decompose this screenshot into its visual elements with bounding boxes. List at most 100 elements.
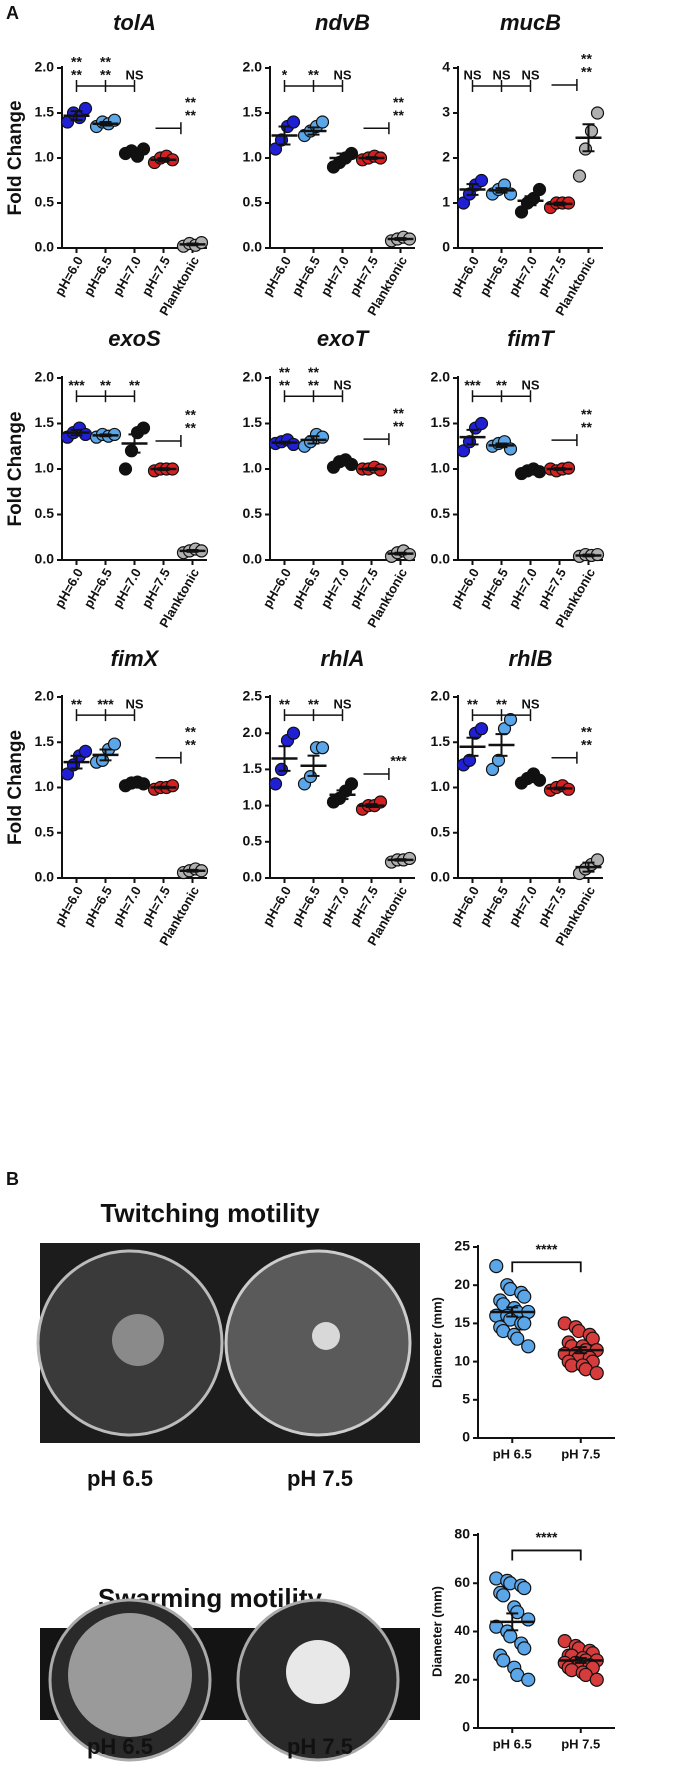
data-point — [489, 1258, 504, 1274]
chart-title: rhlB — [509, 646, 553, 671]
error-bar — [574, 1657, 587, 1664]
data-point — [503, 713, 518, 727]
data-point — [344, 777, 359, 791]
data-point — [532, 773, 547, 787]
error-bar — [466, 183, 479, 196]
data-point — [510, 1331, 525, 1346]
data-point — [589, 1672, 604, 1687]
error-bar — [157, 467, 170, 471]
error-bar — [553, 467, 566, 471]
error-bar — [553, 201, 566, 207]
significance-label: *** — [68, 377, 85, 393]
data-point — [496, 1653, 511, 1668]
significance-label: ** — [581, 64, 592, 80]
y-tick-label: 0.0 — [243, 239, 263, 255]
significance-label: ** — [581, 419, 592, 435]
significance-label: ** — [100, 54, 111, 70]
significance-label: NS — [521, 378, 539, 393]
significance-label: ** — [308, 377, 319, 393]
significance-label: ** — [185, 736, 196, 752]
data-point — [268, 142, 283, 156]
significance-label: ** — [467, 696, 478, 712]
significance-label: *** — [390, 753, 407, 769]
significance-label: ** — [496, 696, 507, 712]
data-point — [514, 205, 529, 219]
colony — [286, 1640, 350, 1704]
x-tick-label: pH 6.5 — [493, 1736, 532, 1751]
data-point — [462, 753, 477, 767]
significance-label: ** — [581, 406, 592, 422]
data-point — [517, 1580, 532, 1596]
data-point — [590, 853, 605, 867]
error-bar — [128, 433, 141, 454]
y-tick-label: 1 — [442, 194, 450, 210]
significance-label: ** — [393, 418, 404, 434]
significance-label: ** — [581, 723, 592, 739]
data-point — [60, 767, 75, 781]
data-point — [274, 762, 289, 777]
photo-label: pH 6.5 — [87, 1466, 153, 1491]
y-tick-label: 0.0 — [35, 239, 55, 255]
significance-label: ** — [393, 94, 404, 110]
error-bar — [466, 428, 479, 446]
x-tick-label: pH 7.5 — [561, 1446, 600, 1461]
significance-label: ** — [71, 696, 82, 712]
chart-title: fimX — [111, 646, 160, 671]
y-tick-label: 80 — [454, 1526, 470, 1542]
error-bar — [574, 1346, 587, 1355]
data-point — [136, 421, 151, 435]
error-bar — [394, 551, 407, 556]
error-bar — [495, 733, 508, 757]
data-point — [78, 744, 93, 758]
data-point — [521, 1339, 536, 1354]
data-point — [491, 753, 506, 767]
data-point — [521, 1672, 536, 1687]
significance-label: NS — [492, 67, 510, 82]
chart-title: ndvB — [315, 10, 370, 35]
error-bar — [157, 157, 170, 163]
y-axis-label: Fold Change — [5, 411, 26, 526]
data-point — [315, 741, 330, 755]
error-bar — [553, 786, 566, 791]
y-tick-label: 60 — [454, 1574, 470, 1590]
y-tick-label: 1.5 — [35, 733, 55, 749]
x-tick-label: pH 6.5 — [493, 1446, 532, 1461]
y-tick-label: 0.5 — [243, 505, 263, 521]
y-tick-label: 1.0 — [431, 778, 451, 794]
data-point — [496, 1588, 511, 1603]
significance-label: **** — [536, 1241, 558, 1257]
significance-label: ** — [496, 377, 507, 393]
y-tick-label: 40 — [454, 1622, 470, 1638]
y-tick-label: 0.5 — [243, 833, 263, 849]
data-point — [456, 444, 471, 458]
error-bar — [506, 1612, 519, 1632]
y-tick-label: 1.5 — [243, 414, 263, 430]
y-tick-label: 2.0 — [243, 59, 263, 75]
photo-title: Twitching motility — [100, 1198, 320, 1228]
error-bar — [495, 442, 508, 449]
significance-label: ** — [185, 407, 196, 423]
y-tick-label: 1.5 — [431, 733, 451, 749]
y-tick-label: 1.0 — [431, 460, 451, 476]
error-bar — [307, 754, 320, 777]
error-bar — [70, 428, 83, 437]
significance-label: ** — [129, 377, 140, 393]
error-bar — [336, 789, 349, 801]
photo-label: pH 6.5 — [87, 1734, 153, 1759]
error-bar — [466, 736, 479, 757]
significance-label: *** — [97, 696, 114, 712]
y-tick-label: 1.0 — [243, 149, 263, 165]
error-bar — [582, 123, 595, 153]
chart-title: exoT — [317, 326, 370, 351]
y-tick-label: 0.0 — [431, 869, 451, 885]
y-tick-label: 15 — [454, 1314, 470, 1330]
x-tick-label: pH 7.5 — [561, 1736, 600, 1751]
significance-label: NS — [125, 697, 143, 712]
chart-title: rhlA — [321, 646, 365, 671]
error-bar — [278, 125, 291, 146]
y-tick-label: 20 — [454, 1276, 470, 1292]
error-bar — [186, 548, 199, 553]
data-point — [584, 124, 599, 138]
data-point — [572, 169, 587, 183]
